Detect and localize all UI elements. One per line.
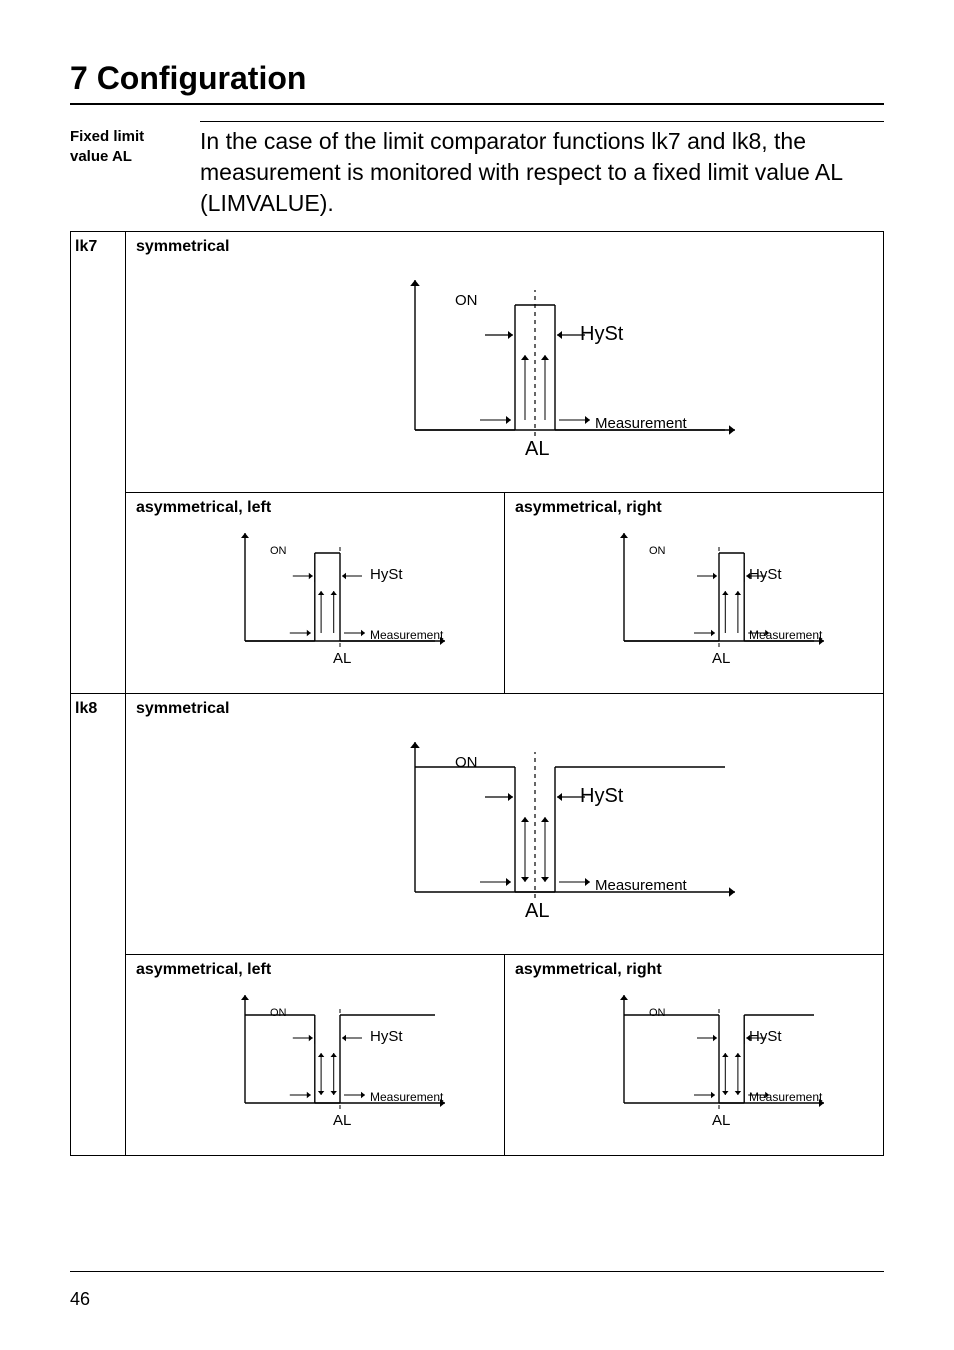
svg-text:Measurement: Measurement [595, 877, 688, 894]
svg-text:ON: ON [455, 754, 478, 771]
side-label: Fixed limit value AL [70, 121, 200, 219]
svg-text:AL: AL [333, 650, 351, 667]
chapter-title: 7 Configuration [70, 60, 884, 97]
subhead-lk8-asym-right: asymmetrical, right [515, 961, 873, 979]
hysteresis-diagram: ON HySt AL Measurement [245, 260, 765, 480]
cell-lk7-asym-left: asymmetrical, left ON HySt AL Measurement [126, 493, 505, 694]
side-label-line2: value AL [70, 148, 132, 165]
cell-lk8-asym-left: asymmetrical, left ON HySt AL Measurement [126, 955, 505, 1156]
row-id-lk8: lk8 [71, 694, 126, 1156]
svg-text:HySt: HySt [580, 323, 624, 345]
hysteresis-diagram: ON HySt AL Measurement [544, 983, 844, 1143]
svg-text:Measurement: Measurement [749, 1090, 823, 1104]
subhead-lk8-sym: symmetrical [136, 700, 873, 718]
cell-lk8-sym: symmetrical ON HySt AL Measurement [126, 694, 884, 955]
svg-text:AL: AL [333, 1112, 351, 1129]
hysteresis-diagram: ON HySt AL Measurement [245, 722, 765, 942]
svg-text:HySt: HySt [370, 566, 403, 583]
side-label-line1: Fixed limit [70, 128, 144, 145]
intro-text: In the case of the limit comparator func… [200, 121, 884, 219]
subhead-lk7-asym-left: asymmetrical, left [136, 499, 494, 517]
hysteresis-diagram: ON HySt AL Measurement [165, 983, 465, 1143]
svg-text:Measurement: Measurement [749, 628, 823, 642]
svg-text:ON: ON [649, 545, 666, 557]
svg-text:ON: ON [270, 545, 287, 557]
row-id-lk7: lk7 [71, 232, 126, 694]
cell-lk7-sym: symmetrical ON HySt AL Measurement [126, 232, 884, 493]
svg-text:HySt: HySt [370, 1028, 403, 1045]
intro-row: Fixed limit value AL In the case of the … [70, 121, 884, 219]
svg-text:ON: ON [270, 1007, 287, 1019]
svg-text:ON: ON [649, 1007, 666, 1019]
cell-lk7-asym-right: asymmetrical, right ON HySt AL Measurement [505, 493, 884, 694]
svg-text:AL: AL [525, 438, 549, 460]
footer-rule [70, 1271, 884, 1272]
svg-text:AL: AL [712, 1112, 730, 1129]
svg-text:AL: AL [525, 900, 549, 922]
title-rule [70, 103, 884, 105]
subhead-lk7-sym: symmetrical [136, 238, 873, 256]
subhead-lk8-asym-left: asymmetrical, left [136, 961, 494, 979]
subhead-lk7-asym-right: asymmetrical, right [515, 499, 873, 517]
hysteresis-diagram: ON HySt AL Measurement [165, 521, 465, 681]
svg-text:Measurement: Measurement [370, 1090, 444, 1104]
svg-text:HySt: HySt [580, 785, 624, 807]
svg-text:Measurement: Measurement [370, 628, 444, 642]
hysteresis-diagram: ON HySt AL Measurement [544, 521, 844, 681]
svg-text:ON: ON [455, 292, 478, 309]
page-number: 46 [70, 1289, 90, 1310]
svg-text:HySt: HySt [749, 566, 782, 583]
cell-lk8-asym-right: asymmetrical, right ON HySt AL Measurement [505, 955, 884, 1156]
lk-table: lk7 symmetrical ON HySt AL Measurement asym… [70, 231, 884, 1156]
svg-text:HySt: HySt [749, 1028, 782, 1045]
svg-text:Measurement: Measurement [595, 415, 688, 432]
svg-text:AL: AL [712, 650, 730, 667]
